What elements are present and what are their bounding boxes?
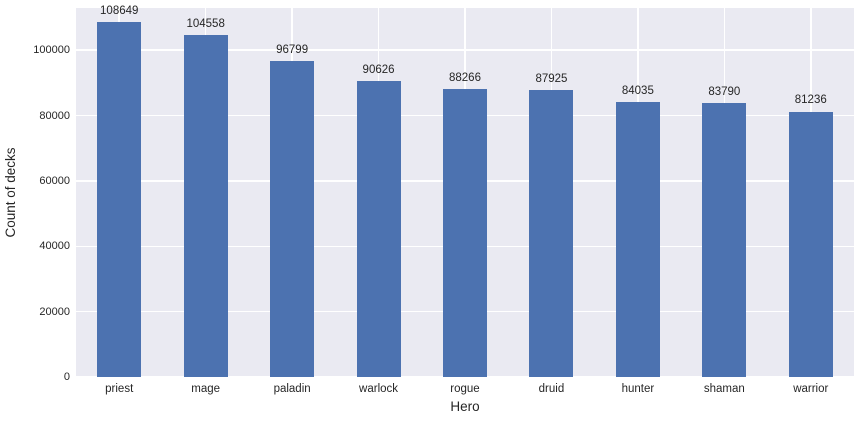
bar-paladin (270, 60, 315, 377)
bar-value-label: 88266 (449, 71, 481, 84)
y-tick-label: 100000 (33, 44, 70, 57)
bar-priest (97, 21, 142, 377)
bar-value-label: 108649 (100, 4, 139, 17)
y-tick-label: 60000 (39, 174, 70, 187)
y-tick-label: 20000 (39, 305, 70, 318)
bar-value-label: 90626 (362, 63, 395, 76)
bar-shaman (702, 103, 747, 377)
bar-rogue (443, 88, 487, 377)
bar-value-label: 87925 (535, 72, 568, 85)
bar-druid (529, 89, 574, 377)
bar-warrior (788, 111, 833, 377)
x-tick-label-priest: priest (105, 383, 134, 395)
bar-value-label: 83790 (708, 86, 741, 99)
x-tick-label-hunter: hunter (621, 383, 655, 395)
bar-value-label: 81236 (794, 94, 827, 107)
x-axis-label: Hero (450, 399, 480, 414)
x-tick-label-rogue: rogue (450, 383, 480, 395)
x-tick-label-shaman: shaman (703, 383, 745, 395)
y-tick-label: 0 (63, 371, 70, 383)
x-tick-label-paladin: paladin (273, 383, 311, 395)
x-tick-label-druid: druid (538, 383, 565, 395)
y-axis-label: Count of decks (3, 147, 18, 238)
x-tick-label-warrior: warrior (793, 383, 829, 395)
bar-warlock (356, 80, 401, 377)
x-tick-label-mage: mage (191, 383, 221, 395)
y-tick-label: 80000 (39, 109, 70, 122)
bar-value-label: 104558 (186, 18, 225, 31)
bar-value-label: 96799 (276, 43, 309, 56)
y-tick-label: 40000 (39, 240, 70, 253)
bar-value-label: 84035 (621, 85, 654, 98)
y-gridline (76, 376, 854, 378)
bar-hunter (615, 102, 660, 377)
x-tick-label-warlock: warlock (359, 383, 399, 395)
bar-mage (183, 35, 228, 377)
plot-area: 108649 104558 96799 90626 88266 87925 84035 837… (76, 4, 854, 378)
